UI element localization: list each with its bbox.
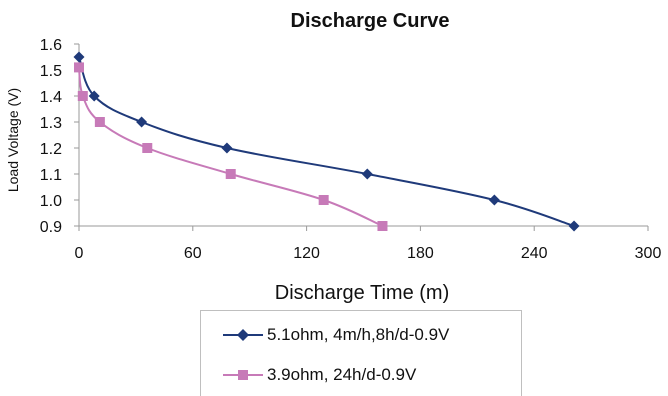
chart-title: Discharge Curve: [291, 10, 450, 32]
y-tick-labels: 0.9 1.0 1.1 1.2 1.3 1.4 1.5 1.6: [40, 37, 79, 236]
y-tick-label: 1.2: [40, 141, 62, 158]
data-point-square: [74, 62, 84, 73]
y-axis-label: Load Voltage (V): [5, 88, 21, 192]
x-tick-label: 300: [635, 245, 662, 262]
legend: 5.1ohm, 4m/h,8h/d-0.9V 3.9ohm, 24h/d-0.9…: [200, 310, 522, 396]
legend-label-series-2: 3.9ohm, 24h/d-0.9V: [267, 365, 417, 384]
data-point-square: [318, 195, 329, 205]
y-tick-label: 1.3: [40, 115, 62, 132]
data-point-diamond: [136, 116, 148, 128]
plot-series: [73, 51, 580, 232]
x-tick-label: 240: [521, 245, 548, 262]
y-tick-label: 1.5: [40, 63, 62, 80]
discharge-chart: Discharge Curve Load Voltage (V) Dischar…: [5, 10, 662, 304]
data-point-square: [377, 221, 388, 231]
x-tick-label: 120: [293, 245, 320, 262]
x-tick-label: 0: [75, 245, 84, 262]
series-1: [73, 51, 580, 232]
data-point-diamond: [221, 142, 233, 154]
y-tick-label: 0.9: [40, 219, 62, 236]
data-point-diamond: [361, 168, 373, 180]
legend-swatch-diamond-icon: [223, 329, 263, 341]
axes: [78, 44, 648, 227]
data-point-diamond: [568, 220, 580, 232]
series-2: [74, 62, 388, 231]
data-point-diamond: [88, 90, 100, 102]
legend-item-series-1: 5.1ohm, 4m/h,8h/d-0.9V: [223, 321, 449, 349]
x-axis-label: Discharge Time (m): [275, 282, 449, 304]
data-point-square: [94, 117, 105, 127]
x-tick-labels: 0 60 120 180 240 300: [75, 226, 662, 262]
y-tick-label: 1.0: [40, 193, 62, 210]
x-tick-label: 60: [184, 245, 202, 262]
y-tick-label: 1.1: [40, 167, 62, 184]
data-point-diamond: [73, 51, 85, 63]
data-point-diamond: [488, 194, 500, 206]
legend-swatch-square-icon: [223, 370, 263, 380]
data-point-square: [225, 169, 236, 179]
data-point-square: [77, 91, 88, 101]
y-tick-label: 1.4: [40, 89, 62, 106]
legend-item-series-2: 3.9ohm, 24h/d-0.9V: [223, 361, 416, 389]
data-point-square: [142, 143, 153, 153]
x-tick-label: 180: [407, 245, 434, 262]
y-tick-label: 1.6: [40, 37, 62, 54]
legend-label-series-1: 5.1ohm, 4m/h,8h/d-0.9V: [267, 325, 450, 344]
